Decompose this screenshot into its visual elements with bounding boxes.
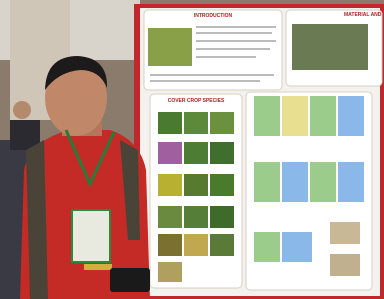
section-heading: INTRODUCTION bbox=[194, 13, 233, 19]
badge bbox=[72, 210, 110, 262]
phone bbox=[110, 268, 150, 292]
intro-image bbox=[148, 28, 192, 66]
section-heading: COVER CROP SPECIES bbox=[168, 98, 225, 104]
ribbon bbox=[84, 264, 112, 270]
field-image bbox=[292, 24, 368, 70]
page: INTRODUCTION MATERIAL AND COVER CROP SPE… bbox=[0, 0, 384, 299]
bystander-head bbox=[13, 101, 31, 119]
photo: INTRODUCTION MATERIAL AND COVER CROP SPE… bbox=[0, 0, 384, 299]
section-heading: MATERIAL AND bbox=[344, 12, 382, 18]
